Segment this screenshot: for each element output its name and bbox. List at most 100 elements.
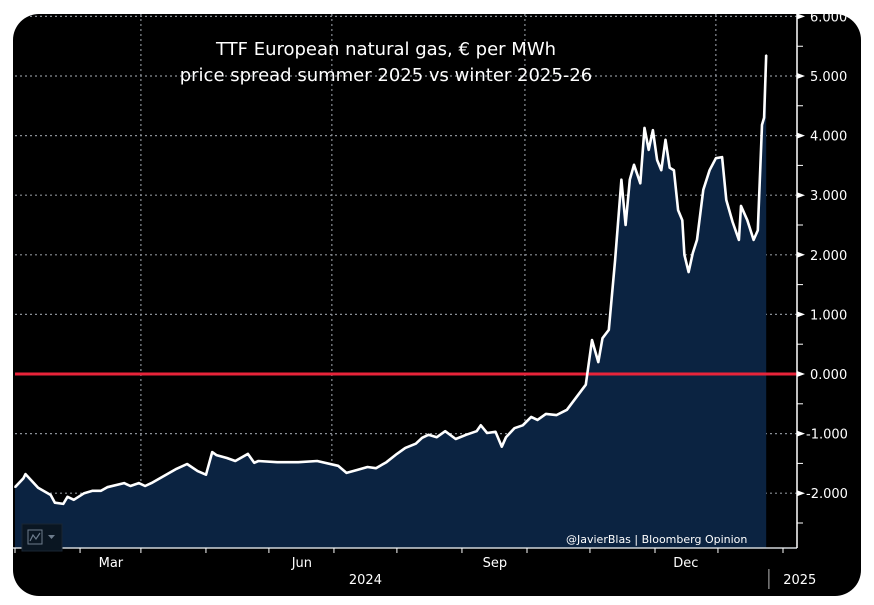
data-point: [444, 430, 447, 433]
series-line: [14, 55, 768, 506]
data-point: [591, 339, 593, 341]
chart-type-button[interactable]: [21, 523, 63, 552]
data-point: [123, 482, 125, 484]
chart-title: TTF European natural gas, € per MWh: [215, 39, 556, 60]
data-point: [608, 329, 610, 331]
y-tick-marker: [797, 73, 805, 79]
data-point: [475, 430, 478, 433]
y-tick-label: 5.000: [810, 70, 847, 85]
data-point: [522, 424, 524, 427]
chart-frame: 6.000 5.000 4.000 3.000 2.000 1.000 0.000 -1.00…: [13, 14, 861, 596]
data-point: [656, 159, 658, 161]
data-point: [629, 178, 631, 181]
data-point: [83, 492, 85, 495]
x-tick-label: Mar: [99, 556, 124, 571]
chart-svg: 6.000 5.000 4.000 3.000 2.000 1.000 0.000 -1.00…: [13, 14, 848, 589]
data-point: [761, 124, 763, 126]
y-tick-label: 6.000: [810, 14, 847, 25]
data-point: [633, 164, 635, 166]
data-point: [247, 453, 249, 455]
series-area-fill: [15, 55, 767, 548]
data-point: [494, 431, 497, 433]
data-point: [624, 224, 627, 226]
y-tick-label: 2.000: [810, 249, 847, 264]
data-point: [746, 219, 749, 221]
line-chart-icon: [27, 529, 43, 545]
data-point: [683, 254, 686, 256]
data-point: [647, 149, 650, 151]
data-point: [763, 116, 765, 119]
y-tick-marker: [797, 132, 805, 139]
y-tick-label: 4.000: [810, 130, 847, 145]
data-point: [715, 157, 717, 159]
data-point: [73, 499, 75, 501]
data-point: [702, 189, 705, 191]
data-point: [138, 482, 140, 484]
data-point: [37, 487, 39, 489]
data-point: [186, 463, 188, 465]
data-point: [205, 473, 207, 476]
data-point: [660, 169, 663, 171]
y-tick-marker: [797, 311, 805, 318]
data-point: [757, 229, 759, 232]
y-tick-marker: [797, 251, 805, 258]
data-point: [486, 432, 488, 434]
y-tick-marker: [797, 14, 805, 20]
credit-text: @JavierBlas | Bloomberg Opinion: [566, 533, 747, 546]
data-point: [480, 424, 482, 427]
y-tick-label: 1.000: [810, 308, 847, 323]
data-point: [692, 252, 694, 254]
data-point: [49, 494, 52, 496]
data-point: [765, 54, 767, 56]
data-point: [404, 447, 407, 449]
data-point: [614, 259, 616, 261]
data-point: [436, 436, 438, 439]
data-point: [465, 434, 467, 436]
data-point: [566, 409, 568, 411]
data-point: [62, 503, 65, 505]
data-point: [668, 167, 671, 169]
data-point: [144, 485, 146, 487]
data-point: [337, 465, 339, 467]
data-point: [555, 414, 558, 416]
data-point: [664, 139, 667, 141]
x-tick-label: Jun: [291, 556, 312, 571]
data-point: [257, 460, 260, 462]
data-point: [211, 451, 213, 453]
series-points: [14, 54, 767, 505]
data-point: [161, 476, 163, 478]
data-point: [22, 477, 25, 480]
y-tick-label: -2.000: [806, 487, 848, 502]
data-point: [54, 501, 56, 504]
data-point: [620, 178, 623, 181]
data-point: [601, 337, 604, 340]
data-point: [731, 221, 734, 223]
data-point: [150, 482, 153, 484]
data-point: [66, 496, 69, 498]
data-point: [536, 419, 539, 421]
caret-down-icon: [48, 535, 55, 539]
data-point: [597, 361, 600, 363]
data-point: [297, 461, 300, 464]
data-point: [673, 169, 675, 171]
x-tick-label: Sep: [483, 556, 508, 571]
y-tick-label: 3.000: [810, 189, 847, 204]
data-point: [396, 453, 398, 455]
y-tick-label: 0.000: [810, 368, 847, 383]
data-point: [687, 271, 690, 273]
data-point: [415, 442, 417, 445]
data-point: [427, 434, 430, 436]
y-tick-marker: [797, 192, 805, 199]
y-tick-label: -1.000: [806, 428, 848, 443]
year-label: 2024: [349, 573, 382, 588]
data-point: [721, 156, 723, 158]
data-point: [681, 219, 684, 221]
y-tick-marker: [797, 371, 805, 377]
axes: [13, 14, 798, 549]
year-label: 2025: [783, 573, 816, 588]
data-point: [530, 416, 532, 418]
data-point: [129, 485, 132, 487]
data-point: [677, 209, 679, 211]
data-point: [366, 466, 369, 468]
data-point: [100, 490, 102, 492]
